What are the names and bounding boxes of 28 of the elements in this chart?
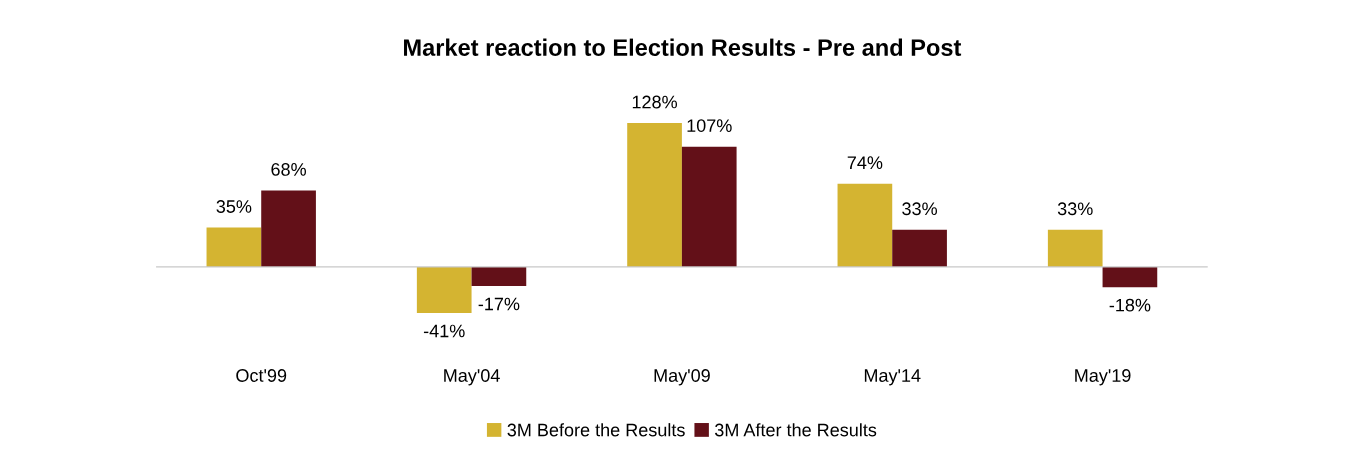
x-tick-label: May'09 <box>654 369 710 386</box>
bar <box>1047 229 1103 267</box>
legend-label: 3M After the Results <box>714 423 877 437</box>
chart-title: Market reaction to Election Results - Pre and Post <box>404 38 962 56</box>
bar <box>471 266 527 287</box>
data-label: 68% <box>271 163 306 176</box>
data-label: 128% <box>632 95 677 109</box>
data-label: 74% <box>847 156 883 170</box>
x-tick-label: May'19 <box>1075 369 1131 386</box>
bar <box>681 146 737 267</box>
x-tick-label: May'14 <box>864 369 921 386</box>
bar <box>892 229 947 267</box>
bar <box>837 183 893 267</box>
data-label: 33% <box>1057 202 1093 216</box>
data-label: -41% <box>423 324 465 338</box>
bar <box>627 123 682 267</box>
data-label: 33% <box>902 202 937 216</box>
bar <box>206 227 262 267</box>
data-label: -17% <box>478 297 520 311</box>
data-label: -18% <box>1109 298 1151 312</box>
data-label: 35% <box>216 200 252 213</box>
bar <box>261 190 316 267</box>
data-label: 107% <box>687 119 732 132</box>
bar <box>1102 266 1158 288</box>
x-tick-label: Oct'99 <box>236 369 287 382</box>
x-tick-label: May'04 <box>444 369 500 386</box>
bar <box>416 266 472 313</box>
legend-label: 3M Before the Results <box>507 423 685 437</box>
